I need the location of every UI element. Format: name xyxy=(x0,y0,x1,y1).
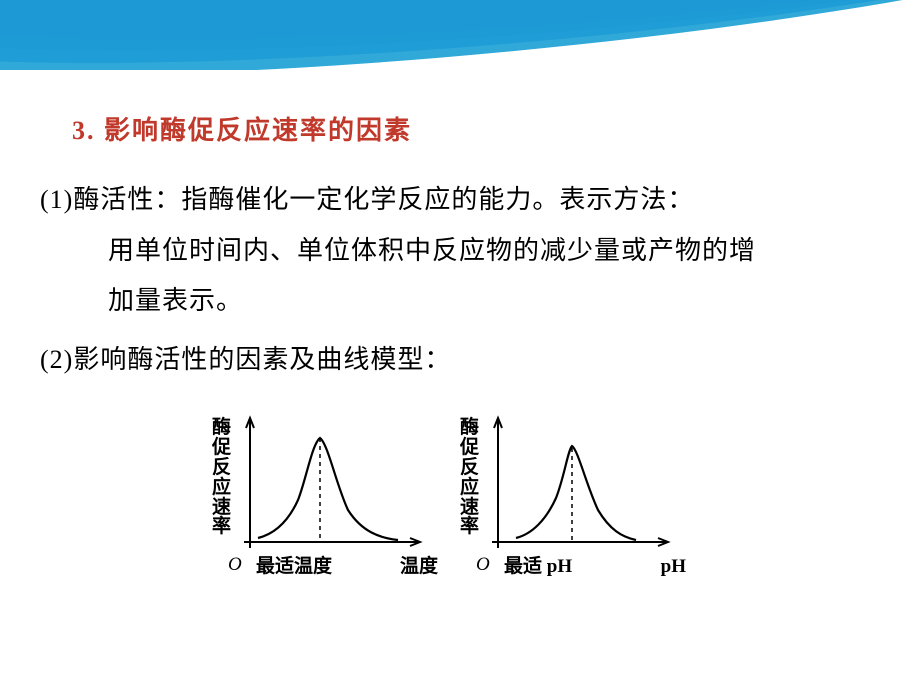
chart-temperature: 酶促反应速率 O 最适温度 温度 xyxy=(202,410,450,586)
top-decoration xyxy=(0,0,920,70)
y-axis-label-2: 酶促反应速率 xyxy=(460,418,479,538)
item-2: (2)影响酶活性的因素及曲线模型： xyxy=(40,335,860,386)
item-2-line1: 影响酶活性的因素及曲线模型： xyxy=(73,345,451,374)
heading-title: 影响酶促反应速率的因素 xyxy=(104,116,412,145)
item-1-cont2: 加量表示。 xyxy=(40,276,860,327)
charts-container: 酶促反应速率 O 最适温度 温度 酶促反应速率 O xyxy=(40,404,860,592)
item-1-label: (1) xyxy=(40,185,73,214)
origin-label-2: O xyxy=(476,554,490,576)
curve-ph xyxy=(516,446,636,540)
item-1-cont1: 用单位时间内、单位体积中反应物的减少量或产物的增 xyxy=(40,226,860,277)
item-1: (1)酶活性：指酶催化一定化学反应的能力。表示方法： 用单位时间内、单位体积中反… xyxy=(40,175,860,327)
x-optimal-label-2: 最适 pH xyxy=(504,551,572,578)
x-optimal-label-1: 最适温度 xyxy=(256,551,332,578)
origin-label-1: O xyxy=(228,554,242,576)
section-heading: 3. 影响酶促反应速率的因素 xyxy=(72,110,860,147)
chart-ph: 酶促反应速率 O 最适 pH pH xyxy=(450,410,698,586)
x-unit-label-1: 温度 xyxy=(400,551,438,578)
slide-content: 3. 影响酶促反应速率的因素 (1)酶活性：指酶催化一定化学反应的能力。表示方法… xyxy=(0,110,920,592)
item-2-label: (2) xyxy=(40,345,73,374)
curve-temperature xyxy=(258,438,398,540)
stripe-5 xyxy=(0,0,920,70)
heading-number: 3. xyxy=(72,116,96,145)
item-1-line1: 酶活性：指酶催化一定化学反应的能力。表示方法： xyxy=(73,185,694,214)
x-unit-label-2: pH xyxy=(661,556,686,578)
charts-panel: 酶促反应速率 O 最适温度 温度 酶促反应速率 O xyxy=(192,404,708,592)
y-axis-label-1: 酶促反应速率 xyxy=(212,418,231,538)
